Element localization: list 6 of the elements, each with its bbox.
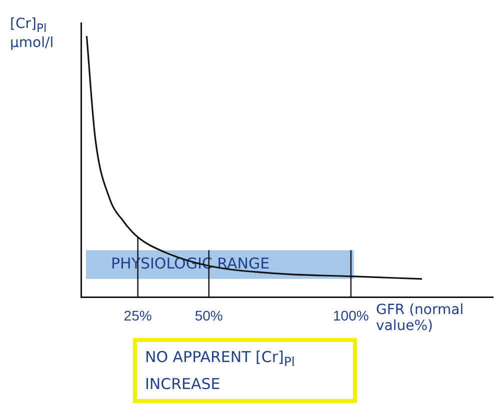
- x-tick-label: 50%: [194, 307, 223, 324]
- y-axis-title: [Cr]$_{Pl}$ µmol/l: [10, 16, 55, 51]
- x-tick-label: 100%: [333, 307, 369, 324]
- x-tick-label: 25%: [124, 307, 152, 324]
- text: NO APPARENT [Cr]$_{Pl}$ INCREASE: [145, 348, 295, 393]
- x-axis-title: GFR (normal value%): [376, 302, 465, 334]
